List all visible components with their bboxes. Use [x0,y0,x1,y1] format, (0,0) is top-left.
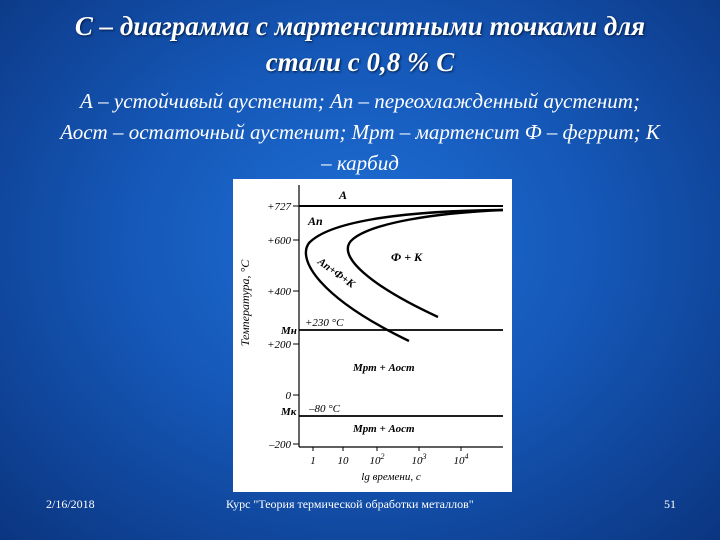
ttt-diagram-svg: Температура, °С +727 +600 +400 +200 0 –2… [238,185,504,483]
ttt-diagram: Температура, °С +727 +600 +400 +200 0 –2… [233,179,512,492]
x-tick-label-1000: 103 [412,452,427,467]
slide-title: C – диаграмма с мартенситными точками дл… [0,8,720,80]
region-label-stable-austenite: А [338,188,347,202]
x-tick-label-1: 1 [310,455,316,467]
title-line-1: C – диаграмма с мартенситными точками дл… [74,11,646,41]
y-tick-label-200: +200 [267,339,291,351]
x-tick-exponent-4: 4 [465,452,469,461]
footer-course: Курс "Теория термической обработки метал… [226,497,474,511]
x-tick-label-100: 102 [370,452,385,467]
region-label-ferrite-carbide: Ф + К [391,250,423,264]
x-tick-exponent-2: 2 [381,452,385,461]
x-tick-label-10: 10 [338,455,350,467]
region-label-martensite-upper: Мрт + Аост [352,362,415,374]
y-tick-label-400: +400 [267,286,291,298]
y-tick-label-0: 0 [286,390,292,402]
y-tick-label-600: +600 [267,235,291,247]
subtitle-line-1: А – устойчивый аустенит; Ап – переохлажд… [80,89,640,113]
transformation-end-curve [346,208,504,319]
transformation-start-curve [304,208,504,343]
y-tick-label-minus200: –200 [268,439,292,451]
x-tick-label-10000: 104 [454,452,469,467]
footer-page-number: 51 [664,497,676,511]
ms-label: Мн [280,325,297,337]
title-line-2: стали с 0,8 % С [265,47,455,77]
x-axis-label: lg времени, с [361,471,421,483]
footer-date: 2/16/2018 [46,497,95,511]
region-label-undercooled-austenite: Ап [307,214,323,228]
region-label-martensite-lower: Мрт + Аост [352,423,415,435]
slide-subtitle: А – устойчивый аустенит; Ап – переохлажд… [6,86,714,179]
mk-value-label: –80 °C [308,403,341,415]
subtitle-line-3: – карбид [321,151,399,175]
y-axis-label: Температура, °С [238,259,252,347]
y-tick-label-727: +727 [267,201,291,213]
mk-label: Мк [280,406,297,418]
x-tick-exponent-3: 3 [422,452,427,461]
subtitle-line-2: Аост – остаточный аустенит; Мрт – мартен… [60,120,660,144]
ms-value-label: +230 °C [305,317,344,329]
